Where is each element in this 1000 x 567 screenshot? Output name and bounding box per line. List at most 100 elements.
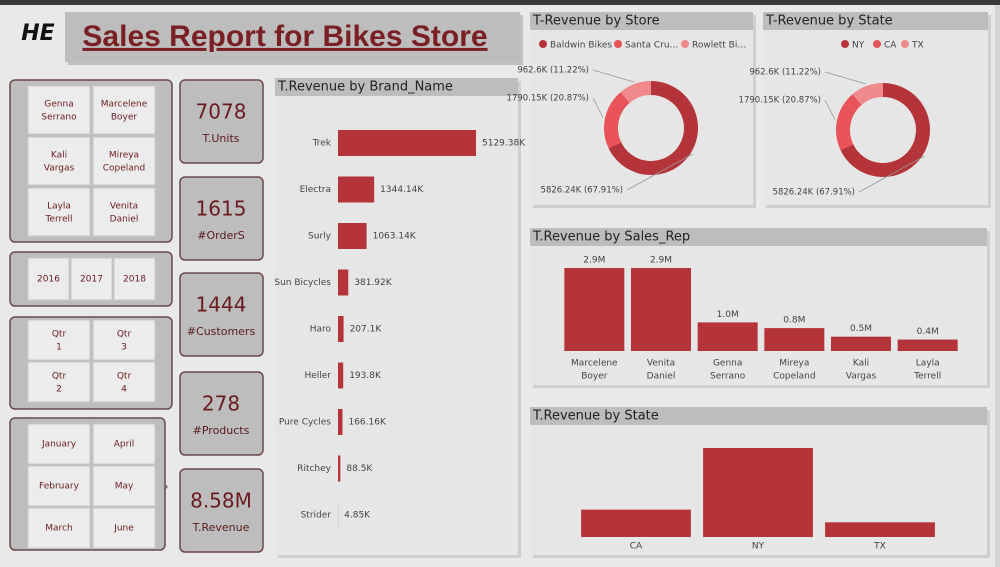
chart-title: T.Revenue by Brand_Name xyxy=(277,80,453,95)
chart-title: T.Revenue by State xyxy=(532,409,659,424)
slicer-item-label[interactable]: January xyxy=(41,440,77,450)
donut-slice xyxy=(620,81,651,103)
slicer-item[interactable] xyxy=(92,319,156,361)
slicer-item-label[interactable]: 2017 xyxy=(80,275,103,285)
slicer-item[interactable] xyxy=(27,187,91,237)
slicer-item[interactable] xyxy=(27,423,91,465)
x-tick-label: Marcelene Boyer xyxy=(571,358,618,381)
kpi-label: #OrderS xyxy=(197,229,244,242)
legend-label: Santa Cru… xyxy=(625,41,679,51)
data-label: 1.0M xyxy=(717,310,739,320)
legend-marker xyxy=(681,40,689,48)
slicer-arrow[interactable]: › xyxy=(163,479,169,495)
data-label: 2.9M xyxy=(583,256,605,266)
slicer-item[interactable] xyxy=(92,465,156,507)
slicer-item[interactable] xyxy=(92,85,156,135)
y-tick-label: Sun Bicycles xyxy=(274,278,331,288)
legend-label: CA xyxy=(884,41,897,51)
slicer-item[interactable] xyxy=(92,187,156,237)
slicer-item-label[interactable]: Marcelene Boyer xyxy=(101,99,148,122)
slicer-item[interactable] xyxy=(27,319,91,361)
data-label: 962.6K (11.22%) xyxy=(749,68,821,78)
top-bar xyxy=(0,0,1000,5)
slicer-item-label[interactable]: May xyxy=(115,482,134,492)
legend-label: TX xyxy=(911,41,924,51)
bar xyxy=(338,455,341,482)
y-tick-label: Pure Cycles xyxy=(279,418,331,428)
chart-title: T-Revenue by State xyxy=(765,14,893,29)
x-tick-label: CA xyxy=(630,542,643,552)
x-tick-label: Kali Vargas xyxy=(846,358,877,381)
slicer-item[interactable] xyxy=(27,361,91,403)
slicer-item[interactable] xyxy=(27,465,91,507)
chart-card xyxy=(275,78,518,555)
slicer-item-label[interactable]: Qtr 2 xyxy=(52,371,67,394)
kpi-card xyxy=(179,176,264,261)
data-label: 0.8M xyxy=(783,316,805,326)
logo: HE xyxy=(21,21,54,46)
data-label: 207.1K xyxy=(350,325,383,335)
data-label: 0.4M xyxy=(917,327,939,337)
data-label: 1790.15K (20.87%) xyxy=(739,96,821,106)
slicer-item-label[interactable]: Qtr 1 xyxy=(52,329,67,352)
slicer-item[interactable] xyxy=(113,257,156,301)
x-tick-label: NY xyxy=(752,542,765,552)
slicer-item-label[interactable]: April xyxy=(114,440,135,450)
legend-marker xyxy=(873,40,881,48)
bar xyxy=(831,336,891,351)
slicer-item-label[interactable]: Layla Terrell xyxy=(44,201,72,224)
bar xyxy=(338,409,343,435)
slicer-item[interactable] xyxy=(27,85,91,135)
kpi-card xyxy=(179,79,264,164)
slicer-item-label[interactable]: Qtr 4 xyxy=(117,371,132,394)
kpi-label: T.Revenue xyxy=(192,521,250,534)
chart-header xyxy=(530,407,987,425)
bar xyxy=(338,316,344,342)
data-label: 1790.15K (20.87%) xyxy=(507,94,589,104)
y-tick-label: Ritchey xyxy=(297,464,331,474)
donut-slice xyxy=(608,81,698,175)
slicer-item-label[interactable]: Venita Daniel xyxy=(110,201,139,224)
slicer-item[interactable] xyxy=(92,361,156,403)
slicer-item-label[interactable]: March xyxy=(45,524,72,534)
data-label: 166.16K xyxy=(348,418,386,428)
chart-header xyxy=(763,12,988,30)
y-tick-label: Strider xyxy=(301,511,332,521)
slicer-item-label[interactable]: June xyxy=(113,524,134,534)
kpi-value: 1615 xyxy=(196,197,247,221)
legend-marker xyxy=(841,40,849,48)
kpi-value: 7078 xyxy=(196,100,247,124)
kpi-card xyxy=(179,468,264,553)
bar xyxy=(764,328,825,351)
legend-marker xyxy=(539,40,547,48)
slicer-item[interactable] xyxy=(92,507,156,549)
donut-slice xyxy=(836,94,862,151)
slicer-item-label[interactable]: 2016 xyxy=(37,275,60,285)
slicer-item[interactable] xyxy=(92,423,156,465)
bar xyxy=(564,268,625,351)
leader-line xyxy=(824,71,867,85)
y-tick-label: Surly xyxy=(308,232,332,242)
slicer-item-label[interactable]: Qtr 3 xyxy=(117,329,132,352)
data-label: 962.6K (11.22%) xyxy=(517,66,589,76)
data-label: 0.5M xyxy=(850,324,872,334)
kpi-label: #Products xyxy=(193,424,250,437)
slicer-item-label[interactable]: Mireya Copeland xyxy=(103,150,145,173)
chart-title: T.Revenue by Sales_Rep xyxy=(532,230,690,245)
slicer-item-label[interactable]: February xyxy=(39,482,80,492)
data-label: 1063.14K xyxy=(373,232,417,242)
kpi-label: #Customers xyxy=(187,325,256,338)
scroll-edge xyxy=(995,5,1000,567)
bar xyxy=(338,223,367,249)
slicer-item[interactable] xyxy=(70,257,113,301)
slicer-item-label[interactable]: 2018 xyxy=(123,275,146,285)
slicer-item[interactable] xyxy=(27,257,70,301)
data-label: 193.8K xyxy=(349,371,382,381)
slicer-item[interactable] xyxy=(27,136,91,186)
slicer-item[interactable] xyxy=(92,136,156,186)
bar xyxy=(581,509,691,537)
slicer-item-label[interactable]: Genna Serrano xyxy=(41,99,77,122)
slicer-item[interactable] xyxy=(27,507,91,549)
slicer-item-label[interactable]: Kali Vargas xyxy=(44,150,75,173)
